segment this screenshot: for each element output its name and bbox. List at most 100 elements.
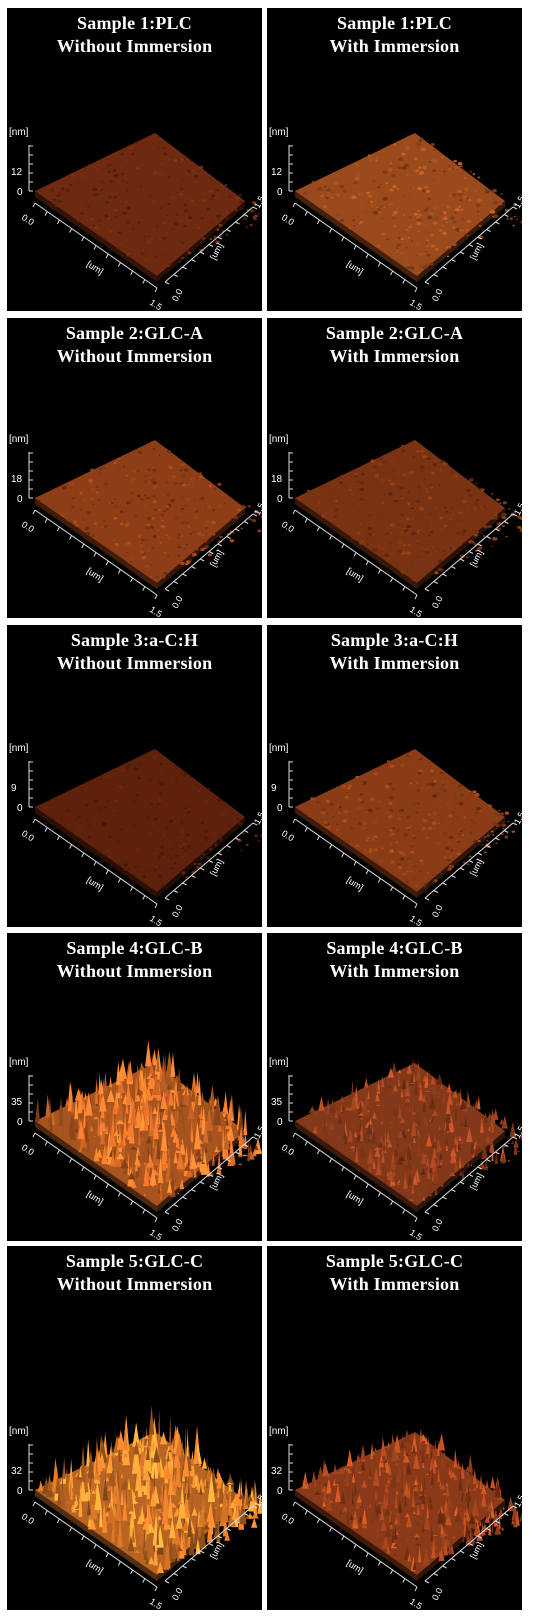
y-axis-tick [503,214,509,217]
y-axis-tick [477,1535,483,1539]
x-axis-tick [105,1552,109,1558]
surface-edge [157,817,245,898]
x-axis-tick [81,1535,85,1541]
y-axis-min-label: 0.0 [170,594,185,610]
x-axis-tick [44,1510,48,1515]
panel-title: Sample 1:PLC With Immersion [267,12,522,58]
y-axis-tick [477,236,483,240]
afm-surface-plot: [nm] 32 0 0.0 [um] 1.5 0.0 [um] 1.5 [9,1405,262,1610]
panel-title: Sample 3:a-C:H Without Immersion [7,629,262,675]
y-axis-tick [495,1520,500,1524]
x-axis-min-label: 0.0 [20,828,36,843]
x-axis-tick [130,577,134,583]
x-axis-tick [402,279,406,284]
x-axis-tick [130,1200,134,1206]
afm-panel-r2-c1: Sample 2:GLC-A Without Immersion [nm] 18 0 0.… [7,318,262,618]
x-axis-tick [341,236,345,242]
y-axis-tick [199,1181,205,1185]
afm-surface-plot: [nm] 18 0 0.0 [um] 1.5 0.0 [um] 1.5 [269,434,522,618]
z-axis-unit: [nm] [269,434,289,445]
x-axis-tick [292,1501,296,1507]
x-axis-unit: [um] [345,875,365,893]
afm-panel-r4-c1: Sample 4:GLC-B Without Immersion [nm] 35 0 0.… [7,933,262,1241]
z-axis-unit: [nm] [269,127,289,138]
x-axis-max-label: 1.5 [148,1227,164,1241]
x-axis-max-label: 1.5 [408,297,424,311]
x-axis-unit: [um] [85,1558,105,1576]
y-axis-tick [191,259,196,262]
x-axis-tick [316,526,320,532]
x-axis-tick [390,577,394,583]
panel-title-condition: Without Immersion [56,653,213,673]
y-axis-tick [235,837,240,841]
panel-title-condition: With Immersion [329,653,460,673]
y-axis-tick [468,1174,474,1177]
x-axis-tick [365,253,369,259]
x-axis-min-label: 0.0 [20,1511,36,1526]
x-axis-tick [44,827,48,832]
surface-texture [301,1427,522,1572]
surface-edge [295,498,417,589]
y-axis-tick [235,221,240,225]
x-axis-tick [304,1510,308,1515]
x-axis-tick [316,1518,320,1524]
afm-panel-r3-c1: Sample 3:a-C:H Without Immersion [nm] 9 0 0.0… [7,625,262,927]
y-axis-max-label: 1.5 [512,810,522,826]
x-axis-unit: [um] [85,875,105,893]
y-axis-tick [243,521,249,524]
x-axis-tick [377,262,381,267]
z-axis-unit: [nm] [9,1426,29,1437]
y-axis-tick [199,867,205,871]
y-axis-min-label: 0.0 [170,903,185,919]
x-axis-tick [93,1544,97,1549]
z-axis-max-label: 32 [11,1466,23,1477]
surface-texture [38,1405,262,1573]
y-axis-tick [173,581,179,584]
x-axis-tick [56,219,60,225]
panel-title-sample: Sample 4:GLC-B [66,938,203,958]
y-axis-tick [495,1151,500,1155]
x-axis-unit: [um] [345,259,365,277]
y-axis-max-label: 1.5 [512,1124,522,1140]
x-axis-tick [69,1527,73,1532]
surface-edge [417,201,505,282]
y-axis-unit: [um] [468,241,485,261]
y-axis-tick [451,1189,456,1192]
y-axis-tick [252,1136,258,1140]
y-axis-tick [173,1204,179,1207]
y-axis-max-label: 1.5 [252,501,262,517]
afm-panel-r3-c2: Sample 3:a-C:H With Immersion [nm] 9 0 0.0 [um… [267,625,522,927]
x-axis-tick [353,245,357,250]
y-axis-tick [495,837,500,841]
y-axis-tick [252,822,258,826]
panel-title-condition: With Immersion [329,1274,460,1294]
x-axis-tick [414,903,418,909]
x-axis-tick [154,903,158,909]
x-axis-tick [154,1586,158,1592]
x-axis-min-label: 0.0 [20,519,36,534]
x-axis-tick [414,594,418,600]
y-axis-tick [226,536,231,539]
z-axis-max-label: 9 [271,783,277,794]
x-axis-tick [32,818,36,824]
y-axis-min-label: 0.0 [430,1586,445,1602]
z-axis-max-label: 18 [271,474,283,485]
surface-plane [35,133,245,276]
x-axis-tick [117,569,121,574]
x-axis-tick [117,262,121,267]
surface-texture [307,753,522,888]
y-axis-tick [235,1520,240,1524]
y-axis-tick [459,1550,465,1554]
y-axis-tick [199,558,205,562]
y-axis-tick [512,1505,518,1509]
y-axis-tick [424,897,430,901]
x-axis-tick [105,253,109,259]
x-axis-tick [81,543,85,549]
y-axis-tick [164,281,170,285]
x-axis-max-label: 1.5 [408,1596,424,1610]
x-axis-unit: [um] [345,1189,365,1207]
y-axis-min-label: 0.0 [430,594,445,610]
x-axis-tick [32,509,36,515]
y-axis-max-label: 1.5 [512,1493,522,1509]
y-axis-tick [226,1528,231,1531]
